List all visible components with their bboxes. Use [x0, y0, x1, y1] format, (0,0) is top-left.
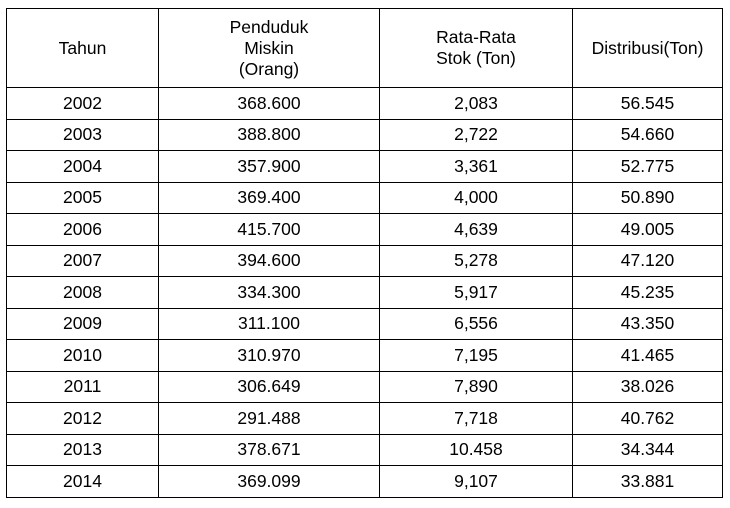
cell-penduduk-miskin: 394.600: [158, 244, 380, 277]
cell-distribusi: 56.545: [572, 87, 723, 120]
header-tahun: Tahun: [6, 8, 159, 88]
cell-distribusi: 38.026: [572, 370, 723, 403]
cell-distribusi: 47.120: [572, 244, 723, 277]
cell-penduduk-miskin: 311.100: [158, 307, 380, 340]
cell-rata-rata-stok: 4,000: [379, 181, 573, 214]
cell-tahun: 2013: [6, 433, 159, 466]
cell-distribusi: 33.881: [572, 465, 723, 498]
cell-rata-rata-stok: 5,278: [379, 244, 573, 277]
cell-tahun: 2003: [6, 118, 159, 151]
cell-rata-rata-stok: 9,107: [379, 465, 573, 498]
table-row: 2009 311.100 6,556 43.350: [6, 307, 723, 340]
cell-penduduk-miskin: 369.400: [158, 181, 380, 214]
table-row: 2006 415.700 4,639 49.005: [6, 213, 723, 246]
cell-tahun: 2002: [6, 87, 159, 120]
header-distribusi-text: Distribusi(Ton): [591, 37, 704, 58]
cell-tahun: 2012: [6, 402, 159, 435]
cell-distribusi: 41.465: [572, 339, 723, 372]
cell-distribusi: 43.350: [572, 307, 723, 340]
header-penduduk-miskin: Penduduk Miskin (Orang): [158, 8, 380, 88]
cell-distribusi: 54.660: [572, 118, 723, 151]
cell-penduduk-miskin: 310.970: [158, 339, 380, 372]
table-row: 2012 291.488 7,718 40.762: [6, 402, 723, 435]
header-rata-rata-stok: Rata-Rata Stok (Ton): [379, 8, 573, 88]
table-row: 2014 369.099 9,107 33.881: [6, 465, 723, 498]
cell-distribusi: 52.775: [572, 150, 723, 183]
header-row: Tahun Penduduk Miskin (Orang) Rata-Rata …: [6, 8, 723, 88]
cell-rata-rata-stok: 10.458: [379, 433, 573, 466]
cell-distribusi: 40.762: [572, 402, 723, 435]
table-row: 2004 357.900 3,361 52.775: [6, 150, 723, 183]
cell-penduduk-miskin: 369.099: [158, 465, 380, 498]
table-row: 2007 394.600 5,278 47.120: [6, 244, 723, 277]
cell-penduduk-miskin: 334.300: [158, 276, 380, 309]
table-row: 2003 388.800 2,722 54.660: [6, 118, 723, 151]
cell-rata-rata-stok: 7,890: [379, 370, 573, 403]
header-distribusi: Distribusi(Ton): [572, 8, 723, 88]
cell-rata-rata-stok: 2,722: [379, 118, 573, 151]
table-header: Tahun Penduduk Miskin (Orang) Rata-Rata …: [6, 8, 723, 88]
header-stok-line-2: Stok (Ton): [436, 48, 516, 68]
table-row: 2002 368.600 2,083 56.545: [6, 87, 723, 120]
cell-tahun: 2011: [6, 370, 159, 403]
cell-rata-rata-stok: 3,361: [379, 150, 573, 183]
cell-tahun: 2014: [6, 465, 159, 498]
table-row: 2011 306.649 7,890 38.026: [6, 370, 723, 403]
cell-rata-rata-stok: 2,083: [379, 87, 573, 120]
cell-tahun: 2008: [6, 276, 159, 309]
cell-rata-rata-stok: 7,195: [379, 339, 573, 372]
cell-distribusi: 34.344: [572, 433, 723, 466]
table-row: 2005 369.400 4,000 50.890: [6, 181, 723, 214]
table-row: 2008 334.300 5,917 45.235: [6, 276, 723, 309]
cell-distribusi: 49.005: [572, 213, 723, 246]
cell-penduduk-miskin: 368.600: [158, 87, 380, 120]
header-tahun-text: Tahun: [58, 37, 107, 58]
cell-penduduk-miskin: 291.488: [158, 402, 380, 435]
header-penduduk-line-2: Miskin: [244, 37, 294, 58]
table-row: 2010 310.970 7,195 41.465: [6, 339, 723, 372]
cell-penduduk-miskin: 415.700: [158, 213, 380, 246]
cell-rata-rata-stok: 7,718: [379, 402, 573, 435]
cell-tahun: 2004: [6, 150, 159, 183]
header-stok-line-1: Rata-Rata: [436, 27, 516, 47]
cell-tahun: 2009: [6, 307, 159, 340]
table-body: 2002 368.600 2,083 56.545 2003 388.800 2…: [6, 87, 723, 498]
cell-penduduk-miskin: 388.800: [158, 118, 380, 151]
cell-penduduk-miskin: 378.671: [158, 433, 380, 466]
cell-penduduk-miskin: 306.649: [158, 370, 380, 403]
cell-tahun: 2010: [6, 339, 159, 372]
header-penduduk-line-1: Penduduk: [229, 16, 309, 37]
cell-tahun: 2006: [6, 213, 159, 246]
cell-rata-rata-stok: 4,639: [379, 213, 573, 246]
cell-penduduk-miskin: 357.900: [158, 150, 380, 183]
header-penduduk-line-3: (Orang): [238, 58, 300, 79]
data-table: Tahun Penduduk Miskin (Orang) Rata-Rata …: [6, 8, 723, 498]
table-row: 2013 378.671 10.458 34.344: [6, 433, 723, 466]
cell-distribusi: 45.235: [572, 276, 723, 309]
cell-rata-rata-stok: 6,556: [379, 307, 573, 340]
cell-distribusi: 50.890: [572, 181, 723, 214]
cell-rata-rata-stok: 5,917: [379, 276, 573, 309]
cell-tahun: 2007: [6, 244, 159, 277]
cell-tahun: 2005: [6, 181, 159, 214]
